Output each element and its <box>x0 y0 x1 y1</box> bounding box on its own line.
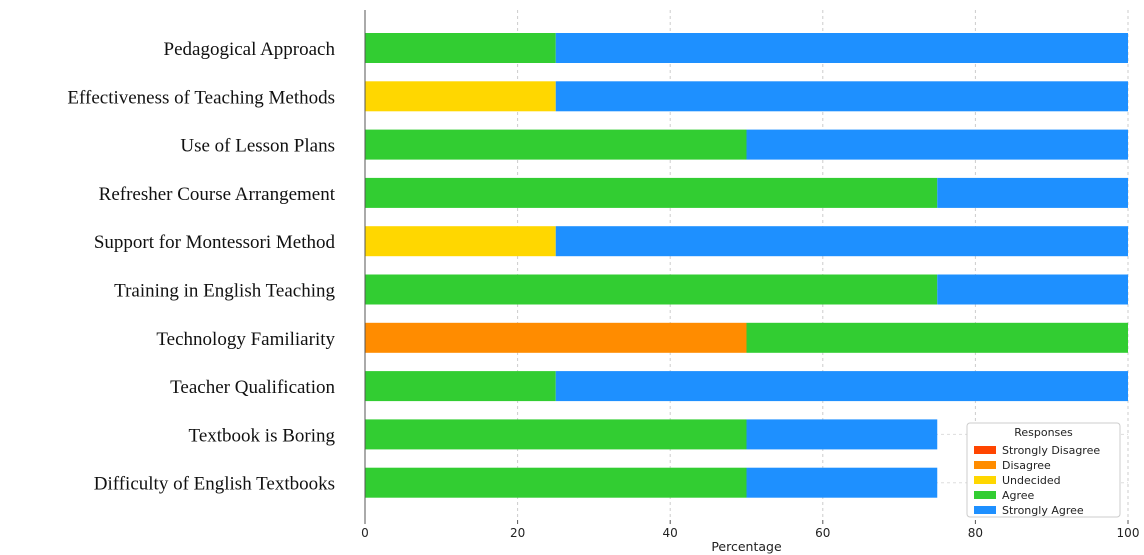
bar-segment <box>365 33 556 63</box>
bar-segment <box>746 322 1128 353</box>
bar-segment <box>746 419 938 450</box>
bar-segment <box>365 81 556 112</box>
bars <box>365 33 1128 498</box>
category-label: Training in English Teaching <box>114 281 335 302</box>
bar-segment <box>365 322 747 353</box>
legend-box <box>966 422 1121 518</box>
bar-segment <box>365 274 938 305</box>
bar-segment <box>555 226 1128 257</box>
legend-label: Strongly Disagree <box>1002 444 1100 457</box>
x-tick-label: 40 <box>663 526 678 540</box>
legend-label: Strongly Agree <box>1002 504 1084 517</box>
legend-items: Strongly Disagree Disagree Undecided Agree S… <box>974 444 1100 517</box>
x-tick-label: 20 <box>510 526 525 540</box>
category-label: Difficulty of English Textbooks <box>94 474 335 495</box>
category-label: Support for Montessori Method <box>94 232 336 253</box>
bar-segment <box>365 419 747 450</box>
bar-segment <box>746 467 938 498</box>
category-labels: Pedagogical Approach Effectiveness of Tea… <box>67 39 335 495</box>
bar-segment <box>746 129 1128 160</box>
bar-segment <box>365 129 747 160</box>
bar-segment <box>365 226 556 257</box>
x-tick-label: 80 <box>968 526 983 540</box>
bar-segment <box>937 274 1128 305</box>
bar-segment <box>555 81 1128 112</box>
x-tick-label: 60 <box>815 526 830 540</box>
legend-swatch <box>974 506 996 514</box>
bar-segment <box>365 177 938 208</box>
x-tick-labels: 0 20 40 60 80 100 <box>361 520 1139 540</box>
category-label: Teacher Qualification <box>170 377 335 398</box>
legend-swatch <box>974 461 996 469</box>
category-label: Pedagogical Approach <box>164 39 336 60</box>
legend-title: Responses <box>1014 426 1073 439</box>
legend-swatch <box>974 491 996 499</box>
legend-label: Undecided <box>1002 474 1061 487</box>
x-tick-label: 0 <box>361 526 369 540</box>
legend-swatch <box>974 446 996 454</box>
category-label: Refresher Course Arrangement <box>99 184 336 205</box>
legend-swatch <box>974 476 996 484</box>
legend-label: Agree <box>1002 489 1035 502</box>
legend-label: Disagree <box>1002 459 1051 472</box>
bar-segment <box>365 371 556 402</box>
bar-segment <box>555 33 1128 63</box>
category-label: Use of Lesson Plans <box>180 136 335 157</box>
category-label: Textbook is Boring <box>189 425 336 446</box>
bar-segment <box>365 467 747 498</box>
x-tick-label: 100 <box>1117 526 1140 540</box>
category-label: Technology Familiarity <box>156 329 335 350</box>
category-label: Effectiveness of Teaching Methods <box>67 87 335 108</box>
legend: Responses Strongly Disagree Disagree Undec… <box>966 422 1121 518</box>
bar-segment <box>937 177 1128 208</box>
x-axis-title: Percentage <box>711 539 782 554</box>
bar-segment <box>555 371 1128 402</box>
